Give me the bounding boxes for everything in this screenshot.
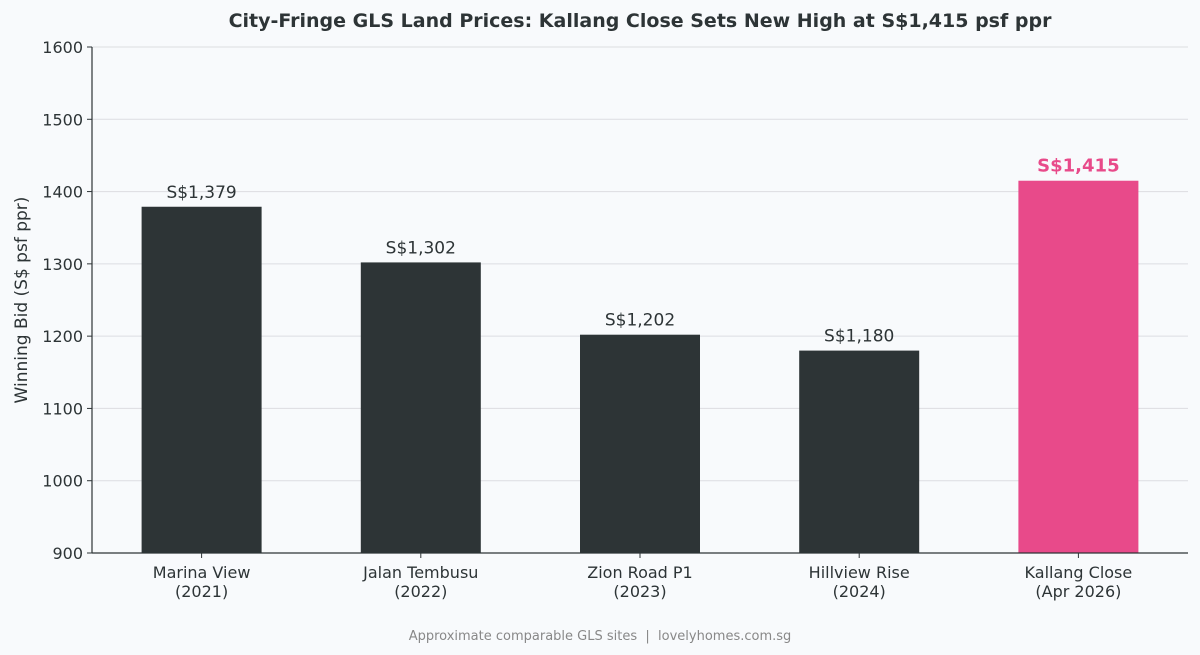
data-label: S$1,379 <box>166 183 236 203</box>
data-label: S$1,180 <box>824 327 894 347</box>
x-tick-label: (Apr 2026) <box>1035 582 1121 601</box>
y-tick-label: 1000 <box>42 472 83 491</box>
y-tick-label: 1600 <box>42 38 83 57</box>
x-tick-label: Zion Road P1 <box>587 563 692 582</box>
x-tick-label: (2024) <box>833 582 886 601</box>
x-tick-label: (2022) <box>394 582 447 601</box>
x-tick-label: Jalan Tembusu <box>362 563 478 582</box>
data-label: S$1,302 <box>386 238 456 258</box>
y-axis-label: Winning Bid (S$ psf ppr) <box>12 197 32 404</box>
bar <box>580 334 700 553</box>
x-tick-label: Marina View <box>153 563 251 582</box>
bar <box>799 350 920 553</box>
x-tick-label: (2021) <box>175 582 228 601</box>
data-label: S$1,415 <box>1037 156 1119 177</box>
data-label: S$1,202 <box>605 311 675 331</box>
x-tick-label: Kallang Close <box>1025 563 1133 582</box>
y-tick-label: 1100 <box>42 399 83 418</box>
bar <box>1018 180 1139 553</box>
bar <box>141 206 262 553</box>
footer-note: Approximate comparable GLS sites | lovel… <box>409 629 792 644</box>
y-tick-label: 900 <box>52 544 83 563</box>
chart-title: City-Fringe GLS Land Prices: Kallang Clo… <box>229 10 1053 32</box>
bar <box>360 262 481 553</box>
y-tick-label: 1500 <box>42 110 83 129</box>
y-tick-label: 1400 <box>42 183 83 202</box>
x-tick-label: (2023) <box>613 582 666 601</box>
y-tick-label: 1300 <box>42 255 83 274</box>
y-tick-label: 1200 <box>42 327 83 346</box>
x-tick-label: Hillview Rise <box>809 563 910 582</box>
